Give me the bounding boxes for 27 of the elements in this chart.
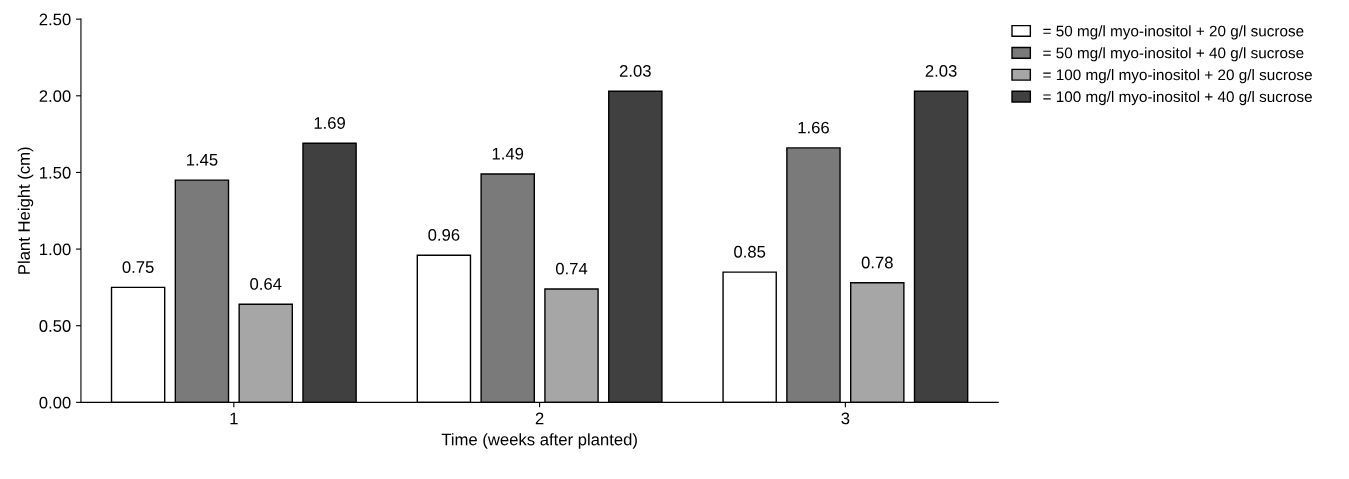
y-tick-label: 2.50 bbox=[39, 13, 71, 26]
data-label: 0.74 bbox=[555, 262, 588, 275]
data-label: 0.75 bbox=[122, 261, 154, 273]
data-label: 0.85 bbox=[734, 245, 766, 258]
y-tick-label: 0.50 bbox=[39, 320, 71, 332]
y-tick-label: 0.00 bbox=[39, 396, 71, 409]
y-tick-label: 1.50 bbox=[40, 166, 71, 179]
y-tick-label: 1.00 bbox=[40, 243, 71, 256]
y-axis-title: Plant Height (cm) bbox=[17, 147, 34, 274]
x-tick-label: 1 bbox=[230, 412, 238, 425]
legend-label: = 100 mg/l myo-inositol + 20 g/l sucrose bbox=[1043, 69, 1312, 84]
x-tick-label: 3 bbox=[841, 412, 850, 425]
legend-label: = 100 mg/l myo-inositol + 40 g/l sucrose bbox=[1043, 90, 1312, 106]
legend-label: = 50 mg/l myo-inositol + 20 g/l sucrose bbox=[1043, 25, 1304, 40]
data-label: 2.03 bbox=[619, 64, 651, 77]
data-label: 1.69 bbox=[314, 117, 345, 129]
data-label: 1.45 bbox=[186, 154, 218, 166]
y-tick-label: 2.00 bbox=[39, 90, 71, 102]
data-label: 0.64 bbox=[250, 278, 282, 290]
data-label: 0.96 bbox=[428, 229, 460, 241]
x-tick-label: 2 bbox=[535, 412, 544, 425]
x-axis-title: Time (weeks after planted) bbox=[441, 433, 637, 449]
data-label: 0.78 bbox=[861, 256, 893, 269]
data-label: 2.03 bbox=[925, 64, 957, 77]
data-label: 1.66 bbox=[798, 121, 829, 134]
data-label: 1.49 bbox=[492, 147, 524, 160]
legend-label: = 50 mg/l myo-inositol + 40 g/l sucrose bbox=[1043, 47, 1304, 62]
